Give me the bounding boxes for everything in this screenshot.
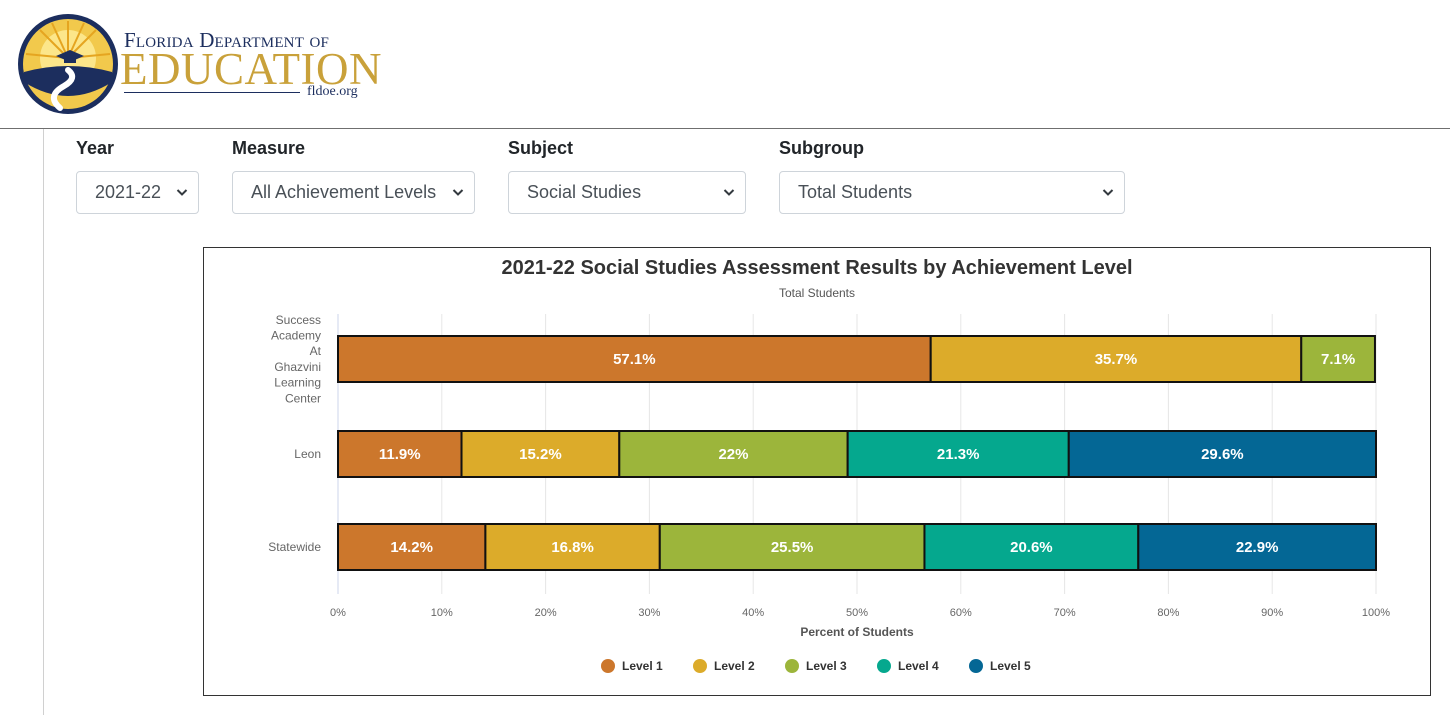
x-tick-label: 20% bbox=[535, 607, 557, 619]
subject-select-value: Social Studies bbox=[527, 182, 642, 202]
bar-segment[interactable] bbox=[1300, 335, 1376, 383]
category-label: Leon bbox=[294, 447, 321, 461]
logo-url: fldoe.org bbox=[307, 84, 358, 99]
data-label: 25.5% bbox=[771, 539, 814, 556]
category-label: Academy bbox=[271, 328, 321, 342]
data-label: 21.3% bbox=[937, 446, 980, 463]
x-tick-label: 0% bbox=[330, 607, 346, 619]
chevron-down-icon bbox=[452, 189, 464, 196]
bar-segment[interactable] bbox=[658, 523, 926, 571]
legend-label[interactable]: Level 5 bbox=[990, 659, 1031, 673]
legend-marker[interactable] bbox=[969, 659, 983, 673]
data-label: 57.1% bbox=[613, 351, 656, 368]
x-tick-label: 50% bbox=[846, 607, 868, 619]
x-tick-label: 10% bbox=[431, 607, 453, 619]
chevron-down-icon bbox=[723, 189, 735, 196]
subgroup-select-value: Total Students bbox=[798, 182, 913, 202]
bar-segment[interactable] bbox=[1137, 523, 1377, 571]
chevron-down-icon bbox=[176, 189, 188, 196]
legend-label[interactable]: Level 3 bbox=[806, 659, 847, 673]
category-label: Statewide bbox=[268, 540, 321, 554]
content-left-border bbox=[43, 129, 44, 715]
year-select[interactable]: 2021-22 bbox=[76, 171, 199, 214]
chart-title: 2021-22 Social Studies Assessment Result… bbox=[501, 257, 1133, 279]
legend-label[interactable]: Level 1 bbox=[622, 659, 663, 673]
category-label: Center bbox=[285, 391, 321, 405]
x-tick-label: 90% bbox=[1261, 607, 1283, 619]
x-tick-label: 30% bbox=[638, 607, 660, 619]
subject-filter: Subject Social Studies bbox=[508, 136, 746, 214]
x-tick-label: 70% bbox=[1054, 607, 1076, 619]
x-axis-title: Percent of Students bbox=[800, 625, 914, 639]
chart-subtitle: Total Students bbox=[778, 286, 856, 300]
category-label: At bbox=[310, 344, 322, 358]
data-label: 15.2% bbox=[519, 446, 562, 463]
year-select-value: 2021-22 bbox=[95, 182, 162, 202]
year-label: Year bbox=[76, 138, 115, 158]
bar-segment[interactable] bbox=[923, 523, 1140, 571]
data-label: 16.8% bbox=[551, 539, 594, 556]
data-label: 22% bbox=[718, 446, 748, 463]
x-tick-label: 60% bbox=[950, 607, 972, 619]
bar-segment[interactable] bbox=[337, 523, 487, 571]
subject-select[interactable]: Social Studies bbox=[508, 171, 746, 214]
legend-label[interactable]: Level 2 bbox=[714, 659, 755, 673]
legend-marker[interactable] bbox=[601, 659, 615, 673]
data-label: 22.9% bbox=[1236, 539, 1279, 556]
bar-segment[interactable] bbox=[337, 430, 463, 478]
chevron-down-icon bbox=[1102, 189, 1114, 196]
x-tick-label: 40% bbox=[742, 607, 764, 619]
x-tick-label: 80% bbox=[1157, 607, 1179, 619]
chart-plot: 0% 10% 20% 30% 40% 50% 60% 70% 80% 90% 100% Success… bbox=[268, 313, 1390, 673]
data-label: 35.7% bbox=[1095, 351, 1138, 368]
category-label: Learning bbox=[274, 376, 321, 390]
site-header: Florida Department of EDUCATION fldoe.or… bbox=[0, 0, 1450, 129]
data-label: 20.6% bbox=[1010, 539, 1053, 556]
fldoe-logo[interactable]: Florida Department of EDUCATION fldoe.or… bbox=[16, 12, 381, 116]
x-tick-label: 100% bbox=[1362, 607, 1390, 619]
legend-marker[interactable] bbox=[877, 659, 891, 673]
data-label: 7.1% bbox=[1321, 351, 1355, 368]
subgroup-select[interactable]: Total Students bbox=[779, 171, 1125, 214]
logo-title-line: Florida Department of bbox=[124, 28, 330, 52]
logo-rule bbox=[124, 92, 300, 93]
subgroup-filter: Subgroup Total Students bbox=[779, 136, 1125, 214]
data-label: 29.6% bbox=[1201, 446, 1244, 463]
bar-segment[interactable] bbox=[337, 335, 932, 383]
data-label: 11.9% bbox=[379, 446, 421, 463]
category-label: Success bbox=[276, 313, 321, 327]
legend-marker[interactable] bbox=[693, 659, 707, 673]
bar-segment[interactable] bbox=[460, 430, 621, 478]
achievement-chart: 2021-22 Social Studies Assessment Result… bbox=[203, 247, 1431, 696]
measure-filter: Measure All Achievement Levels bbox=[232, 136, 475, 214]
measure-select[interactable]: All Achievement Levels bbox=[232, 171, 475, 214]
logo-education-wordmark: EDUCATION bbox=[120, 44, 382, 94]
measure-select-value: All Achievement Levels bbox=[251, 182, 437, 202]
bar-segment[interactable] bbox=[846, 430, 1070, 478]
subject-label: Subject bbox=[508, 138, 574, 158]
year-filter: Year 2021-22 bbox=[76, 136, 199, 214]
bar-segment[interactable] bbox=[1067, 430, 1377, 478]
bar-segment[interactable] bbox=[618, 430, 849, 478]
bar-segment[interactable] bbox=[929, 335, 1303, 383]
data-label: 14.2% bbox=[390, 539, 433, 556]
legend-marker[interactable] bbox=[785, 659, 799, 673]
category-label: Ghazvini bbox=[274, 360, 321, 374]
fldoe-seal-icon bbox=[18, 14, 118, 114]
legend-label[interactable]: Level 4 bbox=[898, 659, 939, 673]
subgroup-label: Subgroup bbox=[779, 138, 864, 158]
bar-segment[interactable] bbox=[484, 523, 661, 571]
measure-label: Measure bbox=[232, 138, 306, 158]
